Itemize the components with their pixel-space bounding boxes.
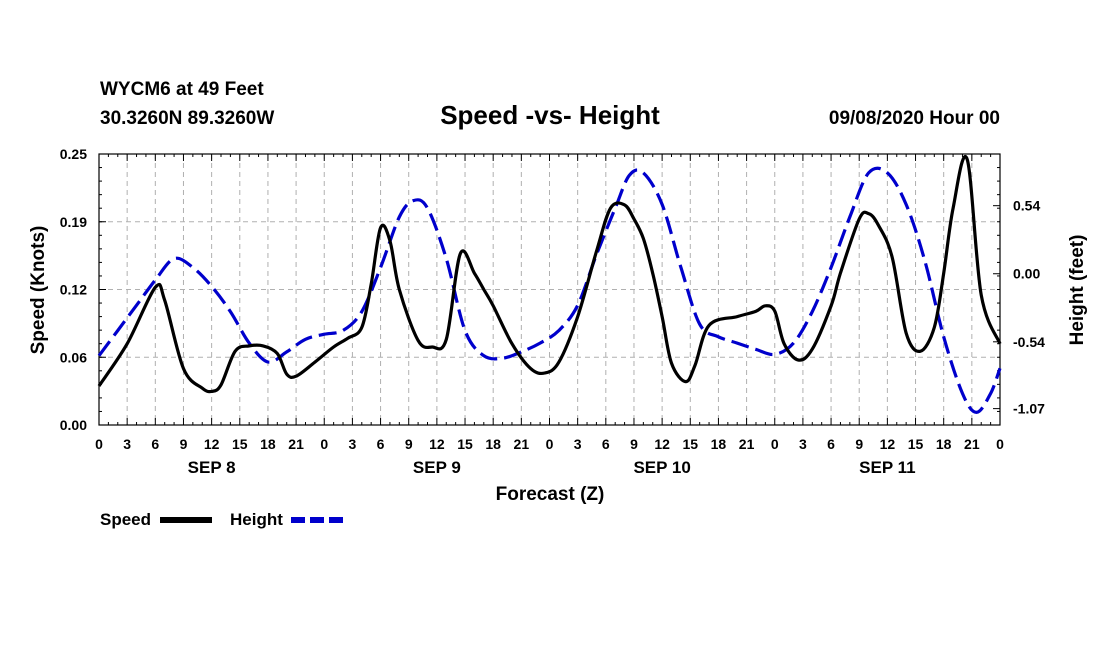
x-tick-label: 18 <box>485 436 501 452</box>
x-tick-label: 21 <box>514 436 530 452</box>
x-tick-label: 15 <box>908 436 924 452</box>
day-label: SEP 11 <box>859 458 915 477</box>
y2-tick-label: -1.07 <box>1013 401 1045 417</box>
y-tick-label: 0.12 <box>60 282 87 298</box>
x-tick-label: 0 <box>320 436 328 452</box>
grid-lines <box>99 154 1000 425</box>
x-tick-label: 3 <box>574 436 582 452</box>
station-label: WYCM6 at 49 Feet <box>100 79 264 100</box>
y-axis-title: Speed (Knots) <box>28 226 49 355</box>
x-tick-label: 6 <box>602 436 610 452</box>
y-tick-label: 0.06 <box>60 349 87 365</box>
x-tick-label: 9 <box>855 436 863 452</box>
plot-frame <box>98 153 1001 426</box>
x-axis-title: Forecast (Z) <box>496 484 605 505</box>
x-tick-label: 15 <box>682 436 698 452</box>
x-tick-label: 18 <box>936 436 952 452</box>
x-tick-label: 15 <box>232 436 248 452</box>
height-series-line <box>97 166 1002 414</box>
coords-label: 30.3260N 89.3260W <box>100 108 274 129</box>
x-tick-label: 3 <box>349 436 357 452</box>
x-tick-label: 6 <box>377 436 385 452</box>
y-tick-label: 0.00 <box>60 417 87 433</box>
x-tick-label: 0 <box>546 436 554 452</box>
x-tick-label: 21 <box>288 436 304 452</box>
x-tick-label: 18 <box>260 436 276 452</box>
x-tick-label: 0 <box>996 436 1004 452</box>
day-label: SEP 9 <box>413 458 461 477</box>
x-tick-label: 9 <box>180 436 188 452</box>
y2-tick-label: 0.00 <box>1013 266 1040 282</box>
y2-tick-label: -0.54 <box>1013 334 1045 350</box>
speed-series-line <box>97 155 1002 394</box>
series <box>97 155 1002 414</box>
datetime-label: 09/08/2020 Hour 00 <box>829 108 1000 129</box>
y-tick-label: 0.19 <box>60 214 87 230</box>
y2-tick-label: 0.54 <box>1013 198 1040 214</box>
day-label: SEP 10 <box>633 458 690 477</box>
x-tick-label: 6 <box>827 436 835 452</box>
y2-axis-title: Height (feet) <box>1067 235 1088 346</box>
x-tick-label: 21 <box>739 436 755 452</box>
day-label: SEP 8 <box>188 458 236 477</box>
legend: Speed Height <box>100 510 343 529</box>
x-tick-label: 15 <box>457 436 473 452</box>
legend-height-label: Height <box>230 510 283 529</box>
legend-speed-label: Speed <box>100 510 151 529</box>
x-tick-label: 12 <box>880 436 896 452</box>
x-tick-label: 3 <box>799 436 807 452</box>
y-tick-label: 0.25 <box>60 146 87 162</box>
x-tick-label: 9 <box>405 436 413 452</box>
x-tick-label: 6 <box>151 436 159 452</box>
x-tick-label: 0 <box>771 436 779 452</box>
x-tick-label: 12 <box>429 436 445 452</box>
x-tick-label: 12 <box>204 436 220 452</box>
axes: 0 3 6 9 12 15 18 21 0 3 6 9 12 15 18 21 0 3 6 9 12 15 18 21 0 3 6 9… <box>60 146 1045 477</box>
x-tick-label: 0 <box>95 436 103 452</box>
x-tick-label: 9 <box>630 436 638 452</box>
x-tick-label: 12 <box>654 436 670 452</box>
x-tick-label: 21 <box>964 436 980 452</box>
x-tick-label: 18 <box>711 436 727 452</box>
chart-title: Speed -vs- Height <box>440 100 660 130</box>
x-tick-label: 3 <box>123 436 131 452</box>
